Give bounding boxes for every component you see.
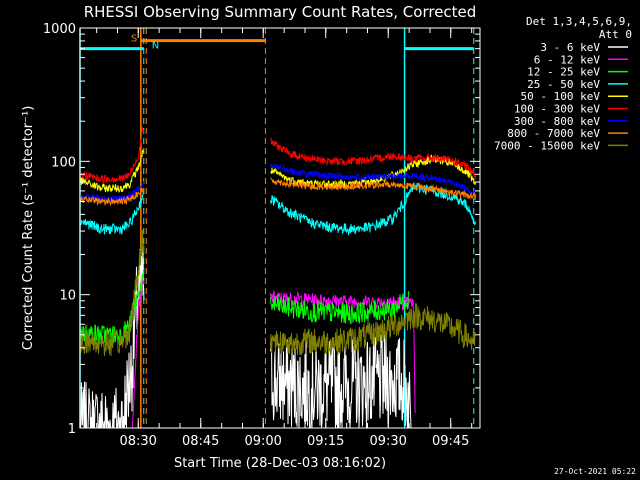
series-line-7 bbox=[79, 177, 476, 207]
legend-entry-label-7: 800 - 7000 keV bbox=[507, 127, 600, 140]
flag-label-n: N bbox=[152, 41, 159, 52]
x-tick-label: 08:30 bbox=[119, 434, 156, 449]
legend-entry-label-3: 25 - 50 keV bbox=[527, 78, 600, 91]
y-tick-label: 100 bbox=[51, 155, 76, 170]
plot-area: S N 1 10 100 1000 08:30 08:45 09:00 09:15 09:30 09:… bbox=[43, 22, 481, 449]
legend-entry-label-1: 6 - 12 keV bbox=[534, 53, 601, 66]
x-tick-label: 09:45 bbox=[432, 434, 469, 449]
legend-entry-label-5: 100 - 300 keV bbox=[514, 103, 600, 116]
plot-frame bbox=[79, 27, 481, 429]
legend-entry-label-0: 3 - 6 keV bbox=[540, 41, 600, 54]
y-tick-label: 10 bbox=[59, 289, 76, 304]
x-tick-label: 08:45 bbox=[182, 434, 219, 449]
x-tick-label: 09:30 bbox=[369, 434, 406, 449]
x-tick-label: 09:15 bbox=[307, 434, 344, 449]
footer-date: 27-Oct-2021 05:22 bbox=[554, 467, 636, 476]
legend-entry-label-4: 50 - 100 keV bbox=[521, 90, 601, 103]
legend-entry-label-6: 300 - 800 keV bbox=[514, 115, 600, 128]
x-tick-label: 09:00 bbox=[244, 434, 281, 449]
legend-entry-label-8: 7000 - 15000 keV bbox=[494, 139, 600, 152]
y-tick-label: 1 bbox=[68, 422, 76, 437]
y-tick-label: 1000 bbox=[43, 22, 76, 37]
y-axis-label: Corrected Count Rate (s⁻¹ detector⁻¹) bbox=[21, 106, 36, 351]
x-axis-label: Start Time (28-Dec-03 08:16:02) bbox=[174, 456, 386, 471]
chart-title: RHESSI Observing Summary Count Rates, Co… bbox=[84, 3, 477, 21]
flag-label-s: S bbox=[131, 34, 137, 45]
legend-title-line-1: Det 1,3,4,5,6,9, bbox=[526, 15, 632, 28]
series-line-8 bbox=[79, 229, 476, 356]
legend-title-line-2: Att 0 bbox=[599, 28, 632, 41]
legend-entry-label-2: 12 - 25 keV bbox=[527, 66, 600, 79]
series-line-5 bbox=[79, 126, 476, 185]
